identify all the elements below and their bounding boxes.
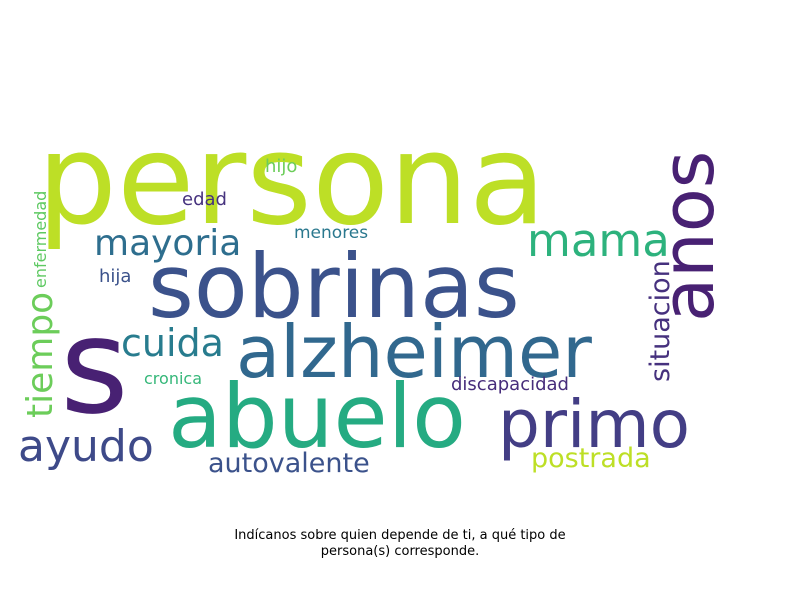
word-situacion: situacion — [645, 260, 676, 382]
word-hijo: hijo — [265, 156, 297, 177]
word-abuelo: abuelo — [168, 365, 466, 468]
word-autovalente: autovalente — [208, 448, 370, 479]
word-anos: anos — [646, 151, 730, 322]
word-mama: mama — [527, 214, 670, 267]
word-mayoria: mayoria — [94, 223, 241, 264]
word-menores: menores — [294, 223, 368, 243]
word-persona: persona — [37, 106, 546, 253]
word-s: s — [60, 290, 129, 444]
caption-line-2: persona(s) corresponde. — [320, 544, 480, 559]
word-sobrinas: sobrinas — [148, 235, 520, 338]
caption-line-1: Indícanos sobre quien depende de ti, a q… — [234, 528, 566, 543]
word-hija: hija — [99, 266, 131, 287]
word-tiempo: tiempo — [20, 292, 61, 418]
word-ayudo: ayudo — [18, 421, 154, 472]
word-postrada: postrada — [531, 443, 651, 474]
word-discapacidad: discapacidad — [451, 374, 569, 395]
word-enfermedad: enfermedad — [31, 191, 50, 288]
word-edad: edad — [182, 189, 227, 210]
word-alzheimer: alzheimer — [236, 310, 592, 394]
word-cronica: cronica — [144, 369, 202, 388]
word-cuida: cuida — [121, 321, 224, 365]
word-primo: primo — [498, 386, 690, 463]
caption: Indícanos sobre quien depende de ti, a q… — [200, 528, 600, 560]
